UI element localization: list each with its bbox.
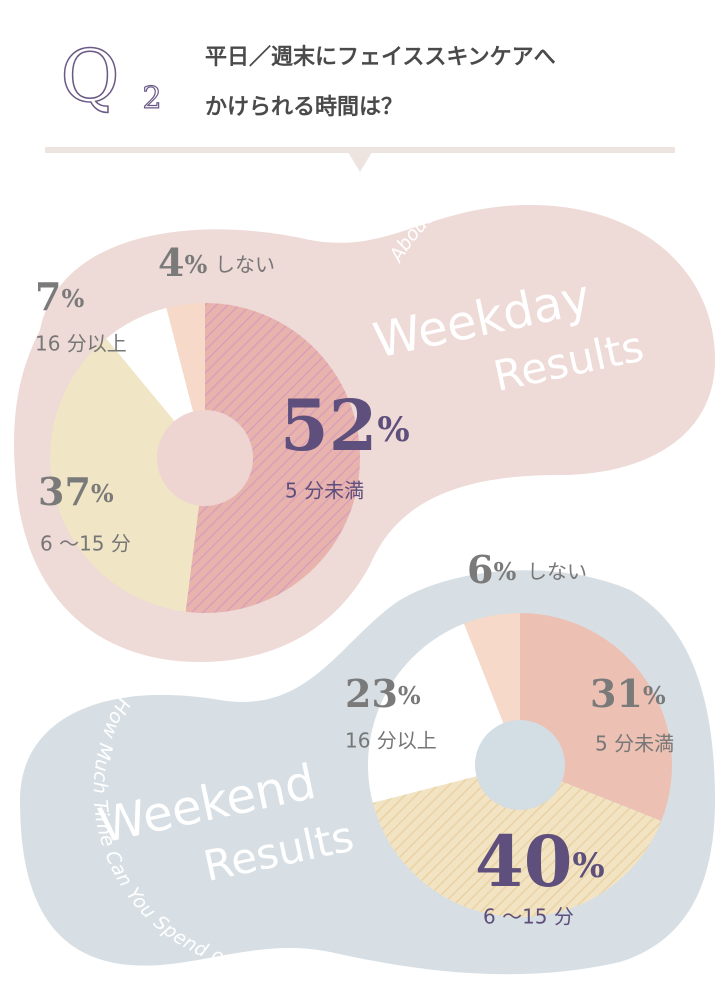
value-number: 52 bbox=[280, 384, 377, 467]
value-unit: % bbox=[61, 284, 84, 313]
value-unit: % bbox=[398, 681, 421, 710]
value-label: 31% bbox=[590, 671, 666, 716]
value-number: 37 bbox=[38, 469, 91, 514]
value-label: 37% bbox=[38, 469, 114, 514]
category-label: 6 〜15 分 bbox=[483, 905, 574, 929]
question-line: 平日／週末にフェイススキンケアへ bbox=[205, 45, 556, 70]
value-label: 4% bbox=[158, 240, 207, 285]
donut-hole bbox=[157, 410, 253, 506]
value-number: 4 bbox=[158, 240, 184, 285]
category-label: 16 分以上 bbox=[35, 332, 127, 356]
value-unit: % bbox=[184, 250, 207, 279]
value-number: 31 bbox=[590, 671, 643, 716]
category-label: しない bbox=[215, 253, 275, 277]
divider-arrow bbox=[348, 152, 372, 172]
value-unit: % bbox=[493, 557, 516, 586]
q-number: 2 bbox=[142, 81, 161, 116]
value-number: 7 bbox=[35, 274, 61, 319]
value-label: 6% bbox=[467, 547, 516, 592]
pie-slice bbox=[372, 765, 662, 917]
value-unit: % bbox=[643, 681, 666, 710]
value-unit: % bbox=[91, 479, 114, 508]
value-label: 7% bbox=[35, 274, 84, 319]
category-label: 16 分以上 bbox=[345, 729, 437, 753]
value-label: 52% bbox=[280, 384, 410, 467]
value-unit: % bbox=[377, 410, 409, 450]
donut-hole bbox=[475, 720, 565, 810]
q-mark: Q bbox=[60, 34, 119, 118]
value-label: 40% bbox=[475, 820, 605, 903]
value-unit: % bbox=[572, 846, 604, 886]
pie-slice bbox=[185, 303, 360, 613]
category-label: 5 分未満 bbox=[595, 732, 674, 756]
value-label: 23% bbox=[345, 671, 421, 716]
category-label: 5 分未満 bbox=[285, 479, 364, 503]
value-number: 23 bbox=[345, 671, 398, 716]
category-label: 6 〜15 分 bbox=[40, 532, 131, 556]
pie-slice bbox=[50, 338, 205, 612]
value-number: 6 bbox=[467, 547, 493, 592]
category-label: しない bbox=[527, 560, 587, 584]
value-number: 40 bbox=[475, 820, 572, 903]
question-line: かけられる時間は？ bbox=[205, 95, 403, 120]
